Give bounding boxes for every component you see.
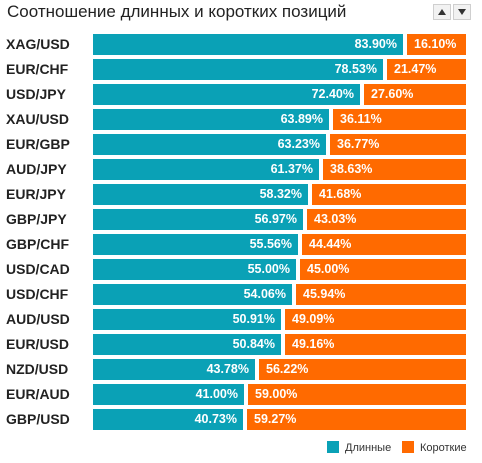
long-bar: 58.32% [93, 184, 308, 205]
category-label: GBP/JPY [6, 211, 67, 227]
long-bar: 55.56% [93, 234, 298, 255]
short-bar: 59.27% [247, 409, 466, 430]
triangle-up-icon [438, 9, 446, 15]
long-value-label: 40.73% [194, 412, 237, 426]
long-bar: 63.23% [93, 134, 326, 155]
long-bar: 41.00% [93, 384, 244, 405]
long-bar: 61.37% [93, 159, 319, 180]
category-label: AUD/JPY [6, 161, 67, 177]
long-value-label: 56.97% [254, 212, 297, 226]
legend-short-label: Короткие [420, 442, 467, 454]
category-label: AUD/USD [6, 311, 70, 327]
short-bar: 38.63% [323, 159, 466, 180]
long-bar: 72.40% [93, 84, 360, 105]
short-bar: 45.94% [296, 284, 466, 305]
chart-title: Соотношение длинных и коротких позиций [7, 2, 347, 21]
legend-long: Длинные [327, 441, 391, 455]
short-value-label: 49.16% [292, 337, 335, 351]
short-bar: 16.10% [407, 34, 466, 55]
short-bar: 36.77% [330, 134, 466, 155]
long-value-label: 55.56% [249, 237, 292, 251]
short-bar: 49.16% [285, 334, 466, 355]
category-label: XAU/USD [6, 111, 70, 127]
short-bar: 49.09% [285, 309, 466, 330]
short-value-label: 21.47% [394, 62, 437, 76]
category-label: EUR/CHF [6, 61, 69, 77]
short-value-label: 38.63% [330, 162, 373, 176]
category-label: NZD/USD [6, 361, 69, 377]
short-value-label: 16.10% [414, 37, 457, 51]
long-bar: 50.91% [93, 309, 281, 330]
legend-long-swatch [327, 441, 339, 453]
category-label: USD/JPY [6, 86, 66, 102]
long-value-label: 78.53% [334, 62, 377, 76]
long-value-label: 43.78% [206, 362, 249, 376]
long-bar: 40.73% [93, 409, 243, 430]
category-label: EUR/USD [6, 336, 70, 352]
sort-controls [433, 4, 473, 21]
long-value-label: 50.84% [232, 337, 275, 351]
category-label: EUR/GBP [6, 136, 70, 152]
short-value-label: 49.09% [292, 312, 335, 326]
sort-up-button[interactable] [433, 4, 451, 20]
long-value-label: 41.00% [195, 387, 238, 401]
category-label: USD/CAD [6, 261, 70, 277]
category-label: GBP/USD [6, 411, 70, 427]
category-label: USD/CHF [6, 286, 69, 302]
category-label: XAG/USD [6, 36, 70, 52]
long-value-label: 58.32% [259, 187, 302, 201]
legend-long-label: Длинные [345, 442, 392, 454]
short-value-label: 45.00% [307, 262, 350, 276]
long-bar: 83.90% [93, 34, 403, 55]
long-value-label: 72.40% [311, 87, 354, 101]
short-bar: 27.60% [364, 84, 466, 105]
short-bar: 21.47% [387, 59, 466, 80]
long-value-label: 54.06% [243, 287, 286, 301]
long-bar: 55.00% [93, 259, 296, 280]
short-value-label: 59.00% [255, 387, 298, 401]
short-bar: 36.11% [333, 109, 466, 130]
long-bar: 78.53% [93, 59, 383, 80]
sort-down-button[interactable] [453, 4, 471, 20]
short-bar: 44.44% [302, 234, 466, 255]
long-bar: 43.78% [93, 359, 255, 380]
long-value-label: 63.23% [277, 137, 320, 151]
short-bar: 43.03% [307, 209, 466, 230]
category-label: EUR/JPY [6, 186, 66, 202]
short-value-label: 36.11% [340, 112, 382, 126]
short-value-label: 44.44% [309, 237, 352, 251]
short-value-label: 27.60% [371, 87, 414, 101]
long-value-label: 50.91% [232, 312, 275, 326]
category-label: GBP/CHF [6, 236, 69, 252]
short-bar: 59.00% [248, 384, 466, 405]
legend-short-swatch [402, 441, 414, 453]
long-bar: 63.89% [93, 109, 329, 130]
short-value-label: 56.22% [266, 362, 309, 376]
long-value-label: 55.00% [247, 262, 290, 276]
short-value-label: 41.68% [319, 187, 362, 201]
short-value-label: 45.94% [303, 287, 346, 301]
short-value-label: 43.03% [314, 212, 357, 226]
long-bar: 54.06% [93, 284, 292, 305]
long-value-label: 61.37% [270, 162, 313, 176]
long-bar: 50.84% [93, 334, 281, 355]
short-bar: 45.00% [300, 259, 466, 280]
long-value-label: 83.90% [354, 37, 397, 51]
legend-short: Короткие [402, 441, 467, 455]
long-value-label: 63.89% [280, 112, 323, 126]
short-value-label: 36.77% [337, 137, 380, 151]
long-bar: 56.97% [93, 209, 303, 230]
category-label: EUR/AUD [6, 386, 70, 402]
short-value-label: 59.27% [254, 412, 297, 426]
triangle-down-icon [458, 9, 466, 15]
short-bar: 56.22% [259, 359, 466, 380]
short-bar: 41.68% [312, 184, 466, 205]
